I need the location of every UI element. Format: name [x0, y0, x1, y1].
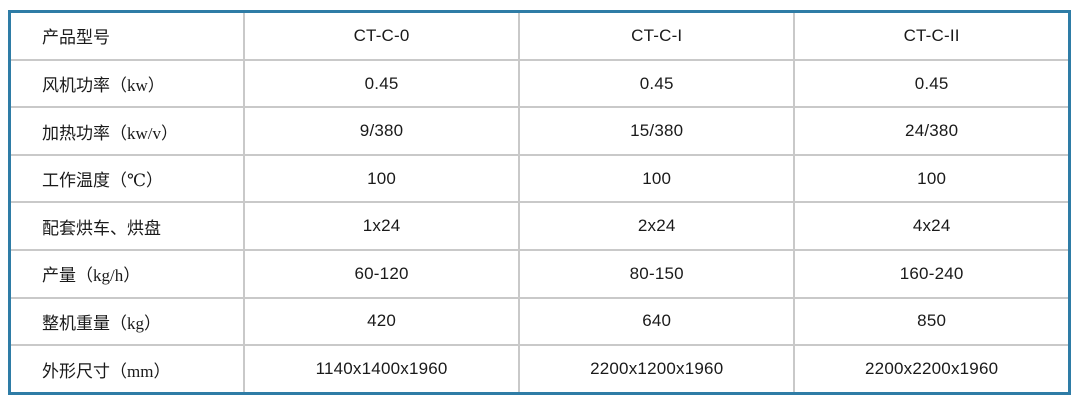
cell-value: 2200x1200x1960	[518, 344, 796, 395]
cell-value: 60-120	[242, 248, 521, 299]
header-label: 产品型号	[8, 10, 245, 61]
cell-value: 0.45	[518, 58, 796, 109]
cell-value: 100	[793, 153, 1071, 204]
row-label: 外形尺寸（mm）	[8, 344, 245, 395]
cell-value: 100	[242, 153, 521, 204]
cell-value: 100	[518, 153, 796, 204]
row-label: 风机功率（kw）	[8, 58, 245, 109]
table-header-row: 产品型号 CT-C-0 CT-C-I CT-C-II	[8, 10, 1071, 61]
cell-value: 15/380	[518, 106, 796, 156]
cell-value: 2x24	[518, 201, 796, 251]
cell-value: 160-240	[793, 248, 1071, 299]
cell-value: 850	[793, 296, 1071, 347]
cell-value: 0.45	[793, 58, 1071, 109]
cell-value: 0.45	[242, 58, 521, 109]
table-row-heating-power: 加热功率（kw/v） 9/380 15/380 24/380	[8, 106, 1071, 156]
table-row-capacity: 产量（kg/h） 60-120 80-150 160-240	[8, 248, 1071, 299]
model-name: CT-C-II	[793, 10, 1071, 61]
row-label: 加热功率（kw/v）	[8, 106, 245, 156]
cell-value: 4x24	[793, 201, 1071, 251]
table-row-working-temperature: 工作温度（℃） 100 100 100	[8, 153, 1071, 204]
cell-value: 1x24	[242, 201, 521, 251]
model-name: CT-C-I	[518, 10, 796, 61]
table-row-overall-dimensions: 外形尺寸（mm） 1140x1400x1960 2200x1200x1960 2…	[8, 344, 1071, 395]
row-label: 工作温度（℃）	[8, 153, 245, 204]
table-row-machine-weight: 整机重量（kg） 420 640 850	[8, 296, 1071, 347]
cell-value: 9/380	[242, 106, 521, 156]
row-label: 产量（kg/h）	[8, 248, 245, 299]
product-spec-table: 产品型号 CT-C-0 CT-C-I CT-C-II 风机功率（kw） 0.45…	[8, 10, 1071, 395]
table-row-fan-power: 风机功率（kw） 0.45 0.45 0.45	[8, 58, 1071, 109]
cell-value: 24/380	[793, 106, 1071, 156]
cell-value: 80-150	[518, 248, 796, 299]
model-name: CT-C-0	[242, 10, 521, 61]
cell-value: 420	[242, 296, 521, 347]
cell-value: 2200x2200x1960	[793, 344, 1071, 395]
table-row-trolleys-trays: 配套烘车、烘盘 1x24 2x24 4x24	[8, 201, 1071, 251]
cell-value: 640	[518, 296, 796, 347]
cell-value: 1140x1400x1960	[242, 344, 521, 395]
row-label: 整机重量（kg）	[8, 296, 245, 347]
row-label: 配套烘车、烘盘	[8, 201, 245, 251]
